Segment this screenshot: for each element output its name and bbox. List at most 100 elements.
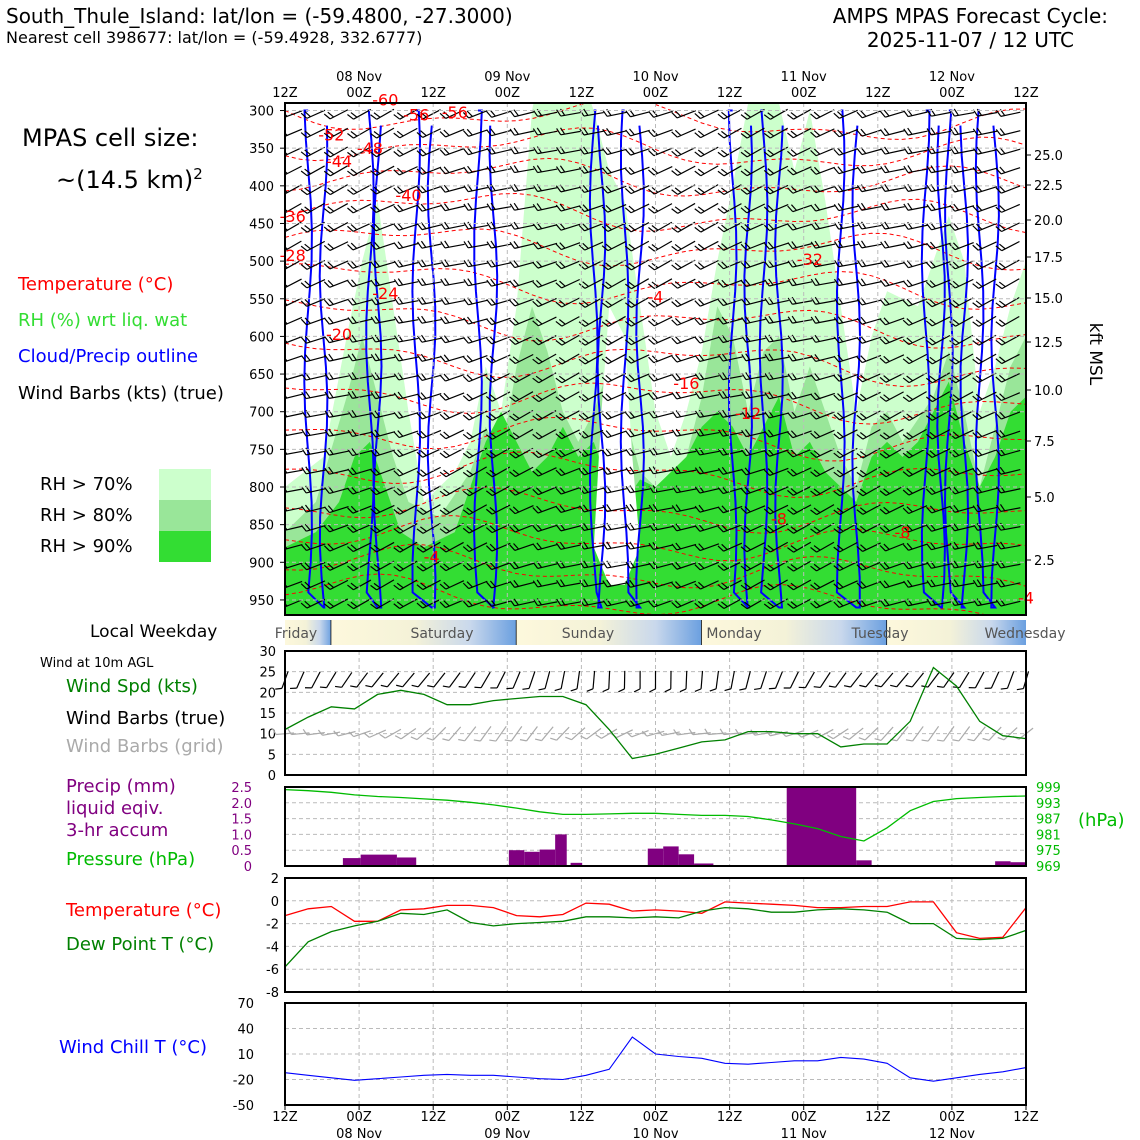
cross-section-wind-barb xyxy=(810,598,835,609)
pressure-tick-label: 400 xyxy=(249,180,274,195)
cross-section-wind-barb xyxy=(347,260,372,269)
bottom-hour-label: 00Z xyxy=(495,1110,521,1125)
temperature-contour-label: -4 xyxy=(648,288,664,307)
cross-section-panel: -60 -56 -56 -52 -48 -44 -40 -36 -32 -28 -24 -20 -16 -… xyxy=(249,90,1105,616)
wind-tick-label: 10 xyxy=(259,728,276,743)
cross-section-wind-barb xyxy=(509,524,534,533)
cross-section-wind-barb xyxy=(694,128,719,139)
cross-section-wind-barb xyxy=(995,203,1021,213)
cross-section-wind-barb xyxy=(902,428,927,440)
cross-section-wind-barb xyxy=(532,279,557,288)
cross-section-wind-barb xyxy=(648,259,673,271)
top-date-label: 08 Nov xyxy=(336,70,382,85)
bottom-hour-label: 12Z xyxy=(569,1110,595,1125)
cross-section-wind-barb xyxy=(648,221,673,233)
cross-section-wind-barb xyxy=(625,147,650,156)
cross-section-wind-barb xyxy=(810,466,835,478)
wind-barb-true xyxy=(319,671,337,689)
cross-section-wind-barb xyxy=(787,430,812,439)
cross-section-wind-barb xyxy=(694,109,719,120)
cross-section-wind-barb xyxy=(578,372,603,384)
legend-precip: Precip (mm) xyxy=(66,776,176,797)
legend-rh80: RH > 80% xyxy=(40,505,133,526)
wind-barb-grid xyxy=(750,729,773,736)
cross-section-wind-barb xyxy=(285,428,303,437)
weekday-band xyxy=(887,620,1026,645)
cross-section-wind-barb xyxy=(300,598,326,609)
cross-section-wind-barb xyxy=(462,599,488,608)
cross-section-wind-barb xyxy=(717,127,742,139)
cross-section-wind-barb xyxy=(856,278,882,287)
cross-section-wind-barb xyxy=(879,354,905,364)
cross-section-wind-barb xyxy=(555,391,580,402)
cross-section-wind-barb xyxy=(324,353,349,362)
cross-section-wind-barb xyxy=(949,353,974,365)
cross-section-wind-barb xyxy=(671,410,697,419)
cross-section-wind-barb xyxy=(787,222,812,231)
cross-section-wind-barb xyxy=(787,166,812,176)
cross-section-wind-barb xyxy=(879,447,904,459)
cross-section-wind-barb xyxy=(833,580,858,590)
cell-size-line1: MPAS cell size: xyxy=(22,124,199,152)
cross-section-wind-barb xyxy=(787,522,812,534)
cross-section-wind-barb xyxy=(416,560,441,572)
cross-section-wind-barb xyxy=(285,504,303,513)
pressure-tick-label: 900 xyxy=(249,556,274,571)
cross-section-wind-barb xyxy=(301,391,326,400)
cross-section-wind-barb xyxy=(439,147,465,156)
cross-section-wind-barb xyxy=(833,354,859,363)
cross-section-wind-barb xyxy=(740,127,765,139)
cross-section-wind-barb xyxy=(601,278,626,290)
cross-section-wind-barb xyxy=(347,127,372,139)
cross-section-wind-barb xyxy=(347,523,372,533)
cross-section-wind-barb xyxy=(810,485,835,497)
wind-barb-true xyxy=(411,672,431,688)
cross-section-wind-barb xyxy=(763,579,788,591)
cross-section-wind-barb xyxy=(671,202,696,214)
wind-barb-true xyxy=(649,670,657,693)
cross-section-wind-barb xyxy=(347,297,373,306)
top-date-label: 11 Nov xyxy=(781,70,827,85)
cross-section-wind-barb xyxy=(741,391,766,399)
temperature-contour xyxy=(285,127,1026,167)
cross-section-wind-barb xyxy=(285,278,302,289)
cross-section-wind-barb xyxy=(624,240,650,252)
pressure-tick-label: 800 xyxy=(249,481,274,496)
cross-section-wind-barb xyxy=(671,165,696,176)
cross-section-wind-barb xyxy=(995,353,1020,365)
cross-section-wind-barb xyxy=(879,317,905,326)
temperature-contour-label: -28 xyxy=(280,246,306,265)
cross-section-wind-barb xyxy=(740,297,766,306)
cross-section-wind-barb xyxy=(833,373,859,382)
bottom-hour-label: 00Z xyxy=(346,1110,372,1125)
cross-section-wind-barb xyxy=(763,146,789,158)
cross-section-wind-barb xyxy=(393,166,418,176)
temperature-contour-label: -4 xyxy=(424,547,440,566)
cross-section-wind-barb xyxy=(879,410,904,421)
cross-section-wind-barb xyxy=(462,466,487,478)
cross-section-wind-barb xyxy=(903,202,928,211)
cross-section-wind-barb xyxy=(879,391,904,402)
kft-tick-label: 7.5 xyxy=(1034,435,1055,450)
wind-tick-label: 25 xyxy=(259,666,276,681)
wind-barb-true xyxy=(427,672,446,688)
cross-section-wind-barb xyxy=(925,391,951,403)
wind-barb-true xyxy=(618,670,626,693)
cross-section-wind-barb xyxy=(556,127,581,136)
cross-section-wind-barb xyxy=(995,166,1021,175)
cross-section-wind-barb xyxy=(440,278,465,287)
pressure-unit-label: (hPa) xyxy=(1078,810,1125,831)
cross-section-wind-barb xyxy=(833,504,858,516)
temperature-panel: 2 0 -2 -4 -6 -8 xyxy=(266,872,1027,1001)
cross-section-wind-barb xyxy=(485,428,511,440)
cross-section-wind-barb xyxy=(718,447,743,456)
cross-section-wind-barb xyxy=(787,598,812,609)
kft-tick-label: 2.5 xyxy=(1034,554,1055,569)
cross-section-wind-barb xyxy=(787,411,812,420)
cross-section-wind-barb xyxy=(648,580,673,589)
cross-section-wind-barb xyxy=(370,353,396,362)
cross-section-wind-barb xyxy=(624,278,650,290)
cross-section-wind-barb xyxy=(323,165,348,177)
cross-section-wind-barb xyxy=(393,504,418,515)
cross-section-wind-barb xyxy=(787,278,813,287)
